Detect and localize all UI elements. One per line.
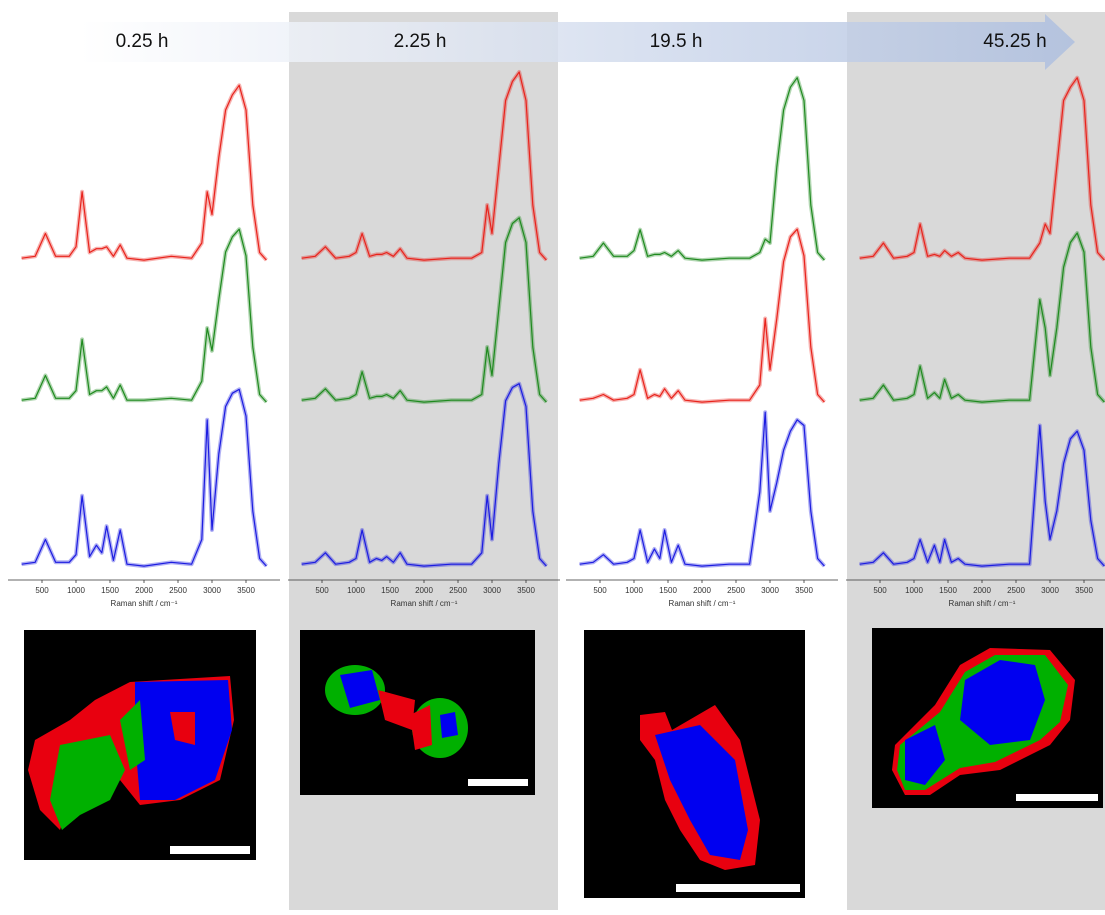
x-tick-label: 3500 [237,586,255,595]
map-3 [584,630,805,898]
x-tick-label: 500 [873,586,887,595]
spectrum-line [301,71,547,261]
x-axis-label: Raman shift / cm⁻¹ [111,599,178,608]
panel-title: 0.25 h [116,31,169,52]
x-tick-label: 2000 [415,586,433,595]
spectrum-line [21,228,267,403]
spectrum-line [301,217,547,403]
x-tick-label: 3500 [517,586,535,595]
spectrum-band [579,75,826,263]
x-tick-label: 1000 [347,586,365,595]
spectrum-line [859,232,1105,403]
x-axis-label: Raman shift / cm⁻¹ [949,599,1016,608]
x-tick-label: 3000 [203,586,221,595]
spectrum-line [21,388,267,567]
spectrum-band [21,83,268,263]
spectrum-band [579,410,826,569]
panel-title: 2.25 h [394,31,447,52]
x-tick-label: 2500 [727,586,745,595]
x-tick-label: 2500 [1007,586,1025,595]
map-1 [24,630,256,860]
spectrum-line [579,411,825,567]
x-tick-label: 2000 [973,586,991,595]
x-tick-label: 1500 [101,586,119,595]
x-tick-label: 2000 [135,586,153,595]
spectrum-line [301,383,547,567]
spectrum-line [21,84,267,261]
x-tick-label: 1500 [381,586,399,595]
x-tick-label: 2500 [169,586,187,595]
time-arrow [80,14,1075,70]
x-tick-label: 3500 [795,586,813,595]
map-4 [872,628,1103,808]
spectrum-line [579,77,825,261]
x-axis-label: Raman shift / cm⁻¹ [391,599,458,608]
x-tick-label: 500 [35,586,49,595]
x-tick-label: 500 [315,586,329,595]
x-tick-label: 1000 [67,586,85,595]
x-tick-label: 3500 [1075,586,1093,595]
x-axis-label: Raman shift / cm⁻¹ [669,599,736,608]
x-tick-label: 3000 [1041,586,1059,595]
spectrum-band [21,387,268,569]
x-tick-label: 3000 [483,586,501,595]
x-tick-label: 500 [593,586,607,595]
spectrum-line [859,424,1105,567]
spectrum-line [859,77,1105,261]
x-tick-label: 1000 [625,586,643,595]
panel-title: 19.5 h [650,31,703,52]
x-tick-label: 1000 [905,586,923,595]
x-tick-label: 1500 [939,586,957,595]
x-tick-label: 1500 [659,586,677,595]
spectrum-line [579,228,825,403]
x-tick-label: 3000 [761,586,779,595]
x-tick-label: 2500 [449,586,467,595]
map-2 [300,630,535,795]
panel-title: 45.25 h [983,31,1046,52]
x-tick-label: 2000 [693,586,711,595]
